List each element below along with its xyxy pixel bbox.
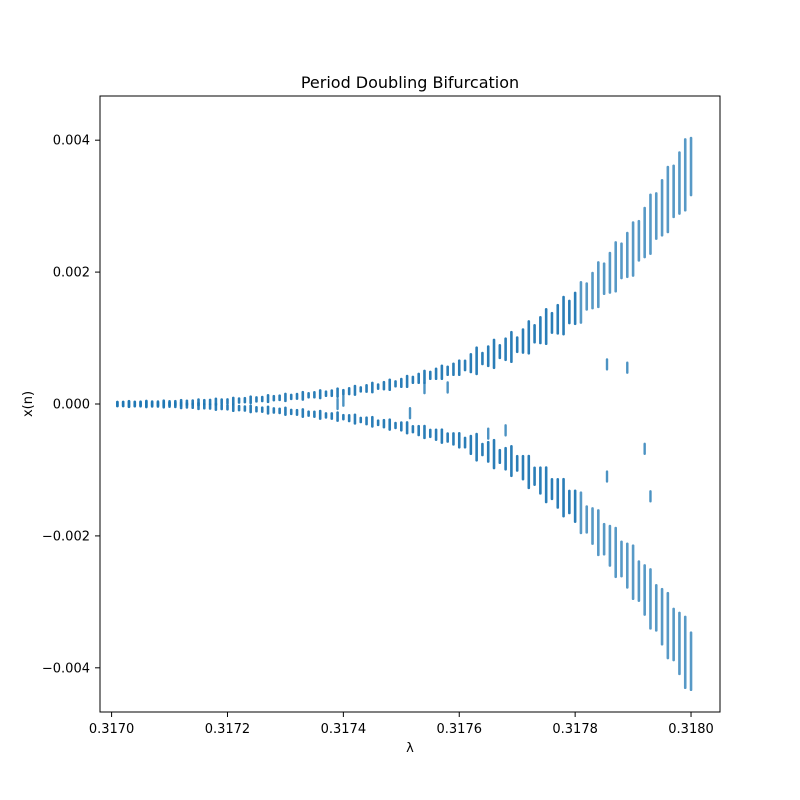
x-axis: 0.3170 0.3172 0.3174 0.3176 0.3178 0.3180 — [89, 712, 714, 737]
y-axis: 0.004 0.002 0.000 −0.002 −0.004 — [42, 134, 100, 676]
y-tick-label: −0.002 — [42, 529, 90, 544]
x-tick-label: 0.3174 — [321, 722, 367, 737]
y-tick-label: 0.000 — [53, 398, 90, 413]
x-tick-label: 0.3172 — [205, 722, 251, 737]
scatter-marks — [116, 136, 693, 692]
y-axis-label: x(n) — [21, 391, 36, 417]
y-tick-label: 0.002 — [53, 266, 90, 281]
x-tick-label: 0.3180 — [668, 722, 714, 737]
x-tick-label: 0.3176 — [437, 722, 483, 737]
chart-title: Period Doubling Bifurcation — [301, 73, 519, 92]
x-axis-label: λ — [406, 741, 414, 756]
y-tick-label: −0.004 — [42, 661, 90, 676]
y-tick-label: 0.004 — [53, 134, 90, 149]
x-tick-label: 0.3170 — [89, 722, 135, 737]
x-tick-label: 0.3178 — [552, 722, 598, 737]
